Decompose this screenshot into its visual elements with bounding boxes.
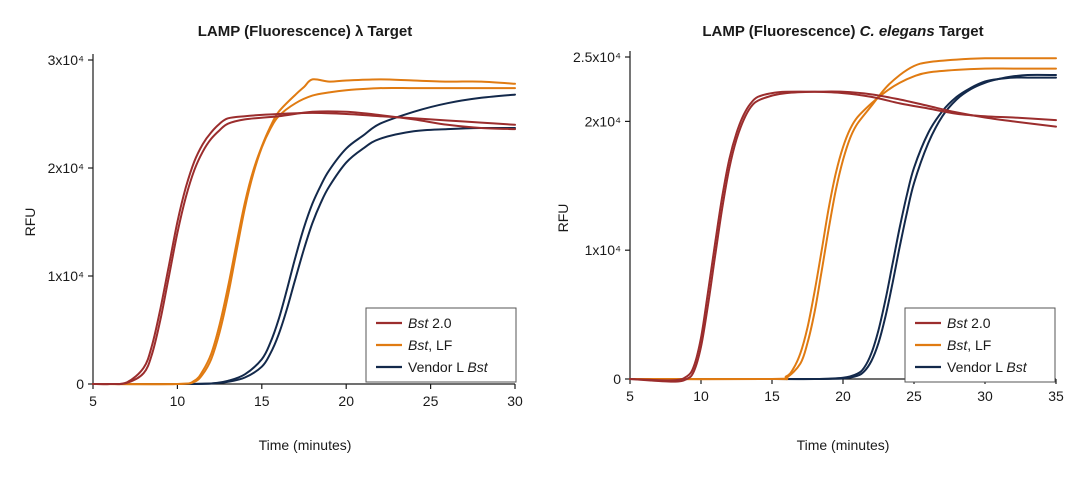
x-tick-label: 35 bbox=[1048, 388, 1064, 404]
series-line-bst-2-0 bbox=[92, 110, 516, 386]
series-line-bst-lf bbox=[92, 86, 516, 386]
x-tick-label: 5 bbox=[89, 393, 97, 409]
series-line-bst-lf bbox=[92, 78, 516, 386]
series-line-vendor-l-bst bbox=[92, 93, 516, 386]
x-tick-label: 25 bbox=[423, 393, 439, 409]
chart-title-part: Target bbox=[935, 23, 984, 40]
legend-label-part: , LF bbox=[428, 337, 452, 353]
x-axis-label: Time (minutes) bbox=[259, 437, 352, 453]
series-line-bst-2-0 bbox=[629, 90, 1057, 382]
x-tick-label: 25 bbox=[906, 388, 922, 404]
legend-label-part: Bst bbox=[1006, 359, 1027, 375]
legend-label-part: , LF bbox=[967, 337, 991, 353]
chart-title-part: LAMP (Fluorescence) bbox=[702, 23, 859, 40]
chart-title: LAMP (Fluorescence) C. elegans Target bbox=[702, 23, 983, 40]
legend-label-part: Bst bbox=[467, 359, 488, 375]
legend-label: Bst 2.0 bbox=[947, 315, 991, 331]
legend-label: Bst, LF bbox=[408, 337, 452, 353]
legend-label-part: 2.0 bbox=[967, 315, 991, 331]
y-tick-label: 3x10⁴ bbox=[48, 52, 84, 68]
y-tick-label: 2x10⁴ bbox=[48, 160, 84, 176]
y-tick-label: 1x10⁴ bbox=[48, 268, 84, 284]
series-line-vendor-l-bst bbox=[92, 126, 516, 386]
curves bbox=[629, 57, 1057, 383]
legend-label-part: Bst bbox=[408, 315, 429, 331]
x-tick-label: 5 bbox=[626, 388, 634, 404]
legend-label-part: Bst bbox=[408, 337, 429, 353]
legend-label-part: Vendor L bbox=[408, 359, 467, 375]
x-tick-label: 15 bbox=[764, 388, 780, 404]
x-tick-label: 10 bbox=[693, 388, 709, 404]
chart-title: LAMP (Fluorescence) λ Target bbox=[198, 23, 413, 40]
legend-label: Bst, LF bbox=[947, 337, 991, 353]
y-tick-label: 2x10⁴ bbox=[585, 113, 621, 129]
chart-title-part: C. elegans bbox=[860, 23, 935, 40]
y-tick-label: 1x10⁴ bbox=[585, 242, 621, 258]
x-tick-label: 20 bbox=[338, 393, 354, 409]
legend-label-part: Bst bbox=[947, 315, 968, 331]
y-tick-label: 0 bbox=[76, 376, 84, 392]
legend-label: Vendor L Bst bbox=[947, 359, 1028, 375]
series-line-bst-lf bbox=[629, 67, 1057, 381]
legend-label-part: 2.0 bbox=[428, 315, 452, 331]
chart-c-elegans-target: LAMP (Fluorescence) C. elegans Target 5 10… bbox=[555, 23, 1064, 453]
y-tick-label: 2.5x10⁴ bbox=[573, 49, 621, 65]
x-tick-label: 30 bbox=[977, 388, 993, 404]
x-tick-label: 10 bbox=[170, 393, 186, 409]
chart-title-part: LAMP (Fluorescence) bbox=[198, 23, 355, 40]
y-tick-label: 0 bbox=[613, 371, 621, 387]
legend-label: Vendor L Bst bbox=[408, 359, 489, 375]
series-line-bst-lf bbox=[629, 57, 1057, 381]
x-axis-label: Time (minutes) bbox=[797, 437, 890, 453]
chart-title-part: λ bbox=[355, 23, 364, 40]
curves bbox=[92, 78, 516, 386]
legend-label-part: Vendor L bbox=[947, 359, 1006, 375]
series-line-bst-2-0 bbox=[629, 90, 1057, 383]
chart-lambda-target: LAMP (Fluorescence) λ Target 5 10 15 20 25 30 0… bbox=[22, 23, 523, 453]
chart-title-part: Target bbox=[363, 23, 412, 40]
y-axis-label: RFU bbox=[555, 204, 571, 233]
x-tick-label: 30 bbox=[507, 393, 523, 409]
legend-label: Bst 2.0 bbox=[408, 315, 452, 331]
x-tick-label: 15 bbox=[254, 393, 270, 409]
series-line-vendor-l-bst bbox=[629, 73, 1057, 381]
y-axis-label: RFU bbox=[22, 208, 38, 237]
x-tick-label: 20 bbox=[835, 388, 851, 404]
legend-label-part: Bst bbox=[947, 337, 968, 353]
